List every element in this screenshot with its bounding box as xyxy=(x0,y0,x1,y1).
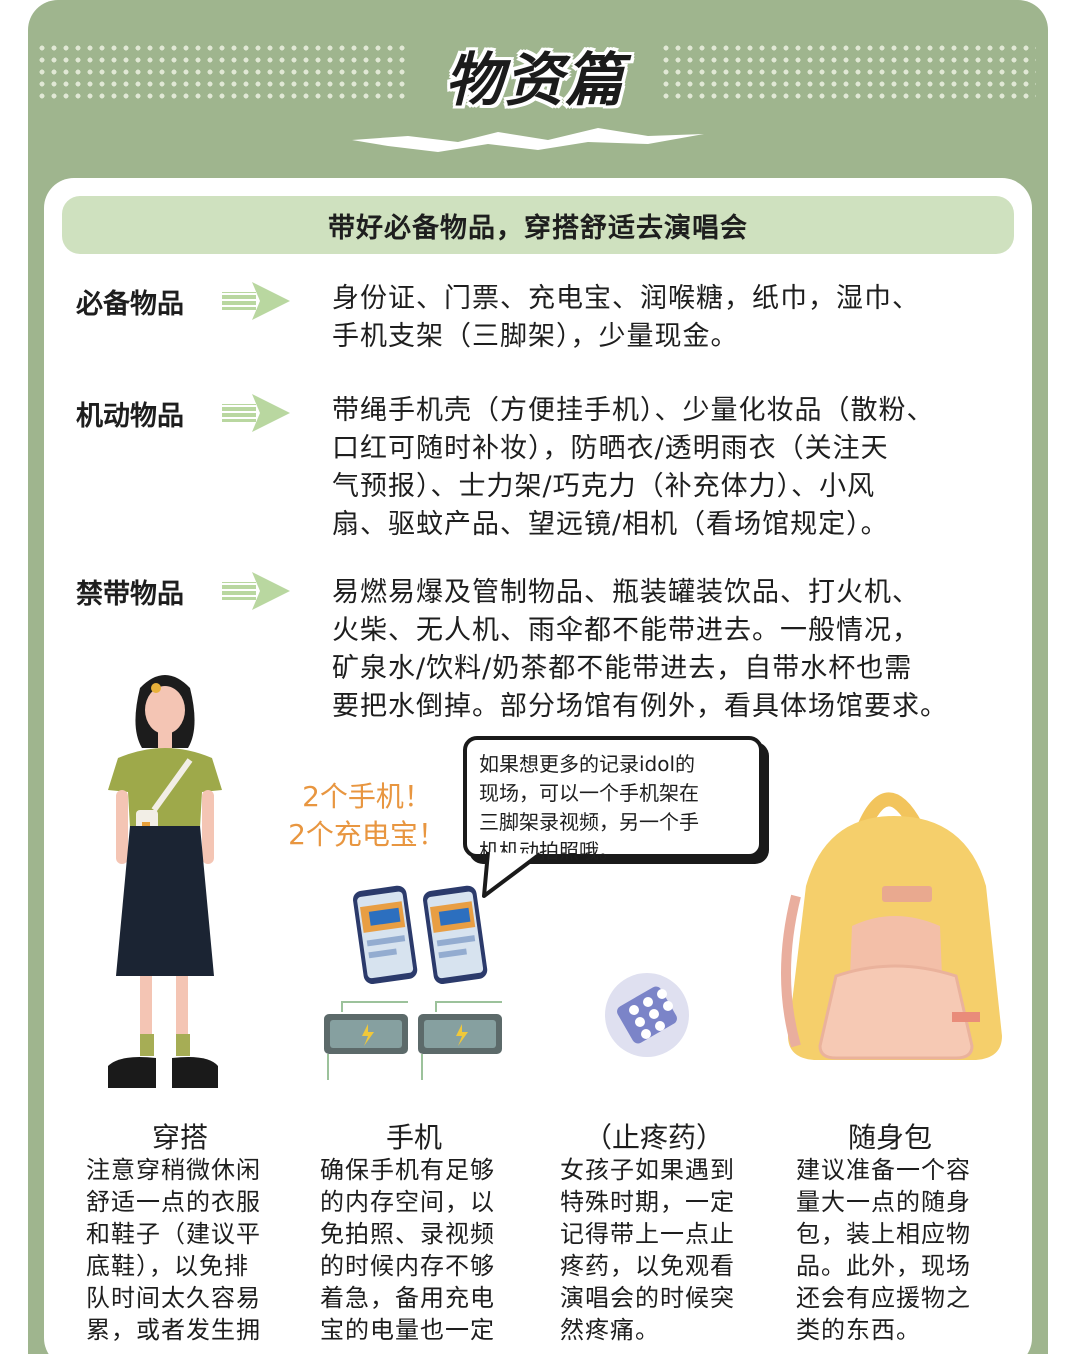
title-area: 物资篇 xyxy=(410,30,660,120)
pills-icon xyxy=(605,973,689,1057)
column-text-phone: 确保手机有足够 的内存空间，以 免拍照、录视频 的时候内存不够 着急，备用充电 … xyxy=(320,1156,495,1344)
row-text-forbidden: 易燃易爆及管制物品、瓶装罐装饮品、打火机、 火柴、无人机、雨伞都不能带进去。一般… xyxy=(332,577,948,722)
speech-bubble: 如果想更多的记录idol的 现场，可以一个手机架在 三脚架录视频，另一个手 机机… xyxy=(463,736,763,863)
column-text-outfit: 注意穿稍微休闲 舒适一点的衣服 和鞋子（建议平 底鞋），以免排 队时间太久容易 … xyxy=(86,1156,261,1344)
row-text-essential: 身份证、门票、充电宝、润喉糖，纸巾，湿巾、 手机支架（三脚架），少量现金。 xyxy=(332,283,920,352)
powerbanks-illustration xyxy=(324,1001,502,1080)
row-label-forbidden: 禁带物品 xyxy=(76,579,184,610)
row-label-optional: 机动物品 xyxy=(76,401,184,432)
arrow-right-icon xyxy=(222,282,290,320)
page-title: 物资篇 xyxy=(444,46,625,114)
column-text-bag: 建议准备一个容 量大一点的随身 包，装上相应物 品。此外，现场 还会有应援物之 … xyxy=(796,1156,971,1344)
brush-stroke-decoration xyxy=(352,128,704,152)
column-text-painkiller: 女孩子如果遇到 特殊时期，一定 记得带上一点止 疼药，以免观看 演唱会的时候突 … xyxy=(560,1156,735,1344)
speech-bubble-tail xyxy=(482,851,542,898)
column-title-bag: 随身包 xyxy=(847,1121,932,1154)
column-title-phone: 手机 xyxy=(385,1121,442,1154)
backpack-illustration xyxy=(781,792,1002,1060)
phones-illustration xyxy=(353,885,488,984)
column-title-painkiller: （止疼药） xyxy=(583,1121,724,1154)
section-banner: 带好必备物品，穿搭舒适去演唱会 xyxy=(62,196,1014,254)
arrow-right-icon xyxy=(222,394,290,432)
callout-two-phones: 2个手机！ xyxy=(302,780,432,813)
callout-two-powerbanks: 2个充电宝！ xyxy=(288,818,446,851)
row-label-essential: 必备物品 xyxy=(76,289,184,320)
girl-illustration xyxy=(108,675,222,1088)
row-text-optional: 带绳手机壳（方便挂手机）、少量化妆品（散粉、 口红可随时补妆），防晒衣/透明雨衣… xyxy=(332,395,935,540)
arrow-right-icon xyxy=(222,572,290,610)
column-title-outfit: 穿搭 xyxy=(151,1121,208,1154)
